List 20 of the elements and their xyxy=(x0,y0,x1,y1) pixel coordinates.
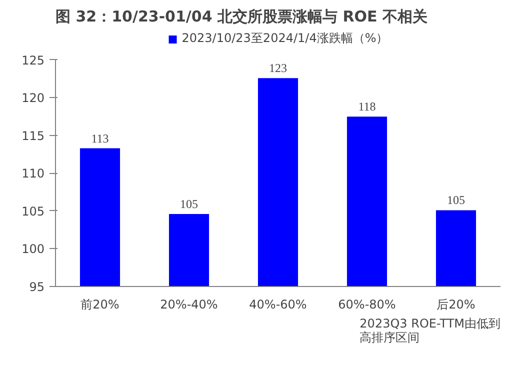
chart-title: 图 32：10/23-01/04 北交所股票涨幅与 ROE 不相关 xyxy=(56,8,428,26)
x-tick-label: 20%-40% xyxy=(160,298,218,312)
data-label: 118 xyxy=(358,100,376,114)
y-tick-label: 105 xyxy=(22,204,44,218)
data-label: 123 xyxy=(269,61,287,76)
data-label: 105 xyxy=(447,193,465,208)
x-tick-label: 后20% xyxy=(436,298,476,312)
y-tick-label: 95 xyxy=(29,280,45,294)
x-tick-label: 前20% xyxy=(80,298,120,312)
y-tick-label: 125 xyxy=(22,53,44,68)
x-tick-label: 40%-60% xyxy=(249,298,307,312)
data-label: 105 xyxy=(180,197,198,212)
y-tick-label: 100 xyxy=(22,242,44,256)
legend-label: 2023/10/23至2024/1/4涨跌幅（%） xyxy=(182,30,388,47)
data-label: 113 xyxy=(91,131,109,146)
y-tick-label: 115 xyxy=(22,128,44,143)
y-tick-label: 120 xyxy=(22,91,44,106)
x-tick-label: 60%-80% xyxy=(338,298,396,312)
y-tick-label: 110 xyxy=(22,166,44,181)
x-axis-title: 2023Q3 ROE-TTM由低到高排序区间 xyxy=(360,316,501,344)
